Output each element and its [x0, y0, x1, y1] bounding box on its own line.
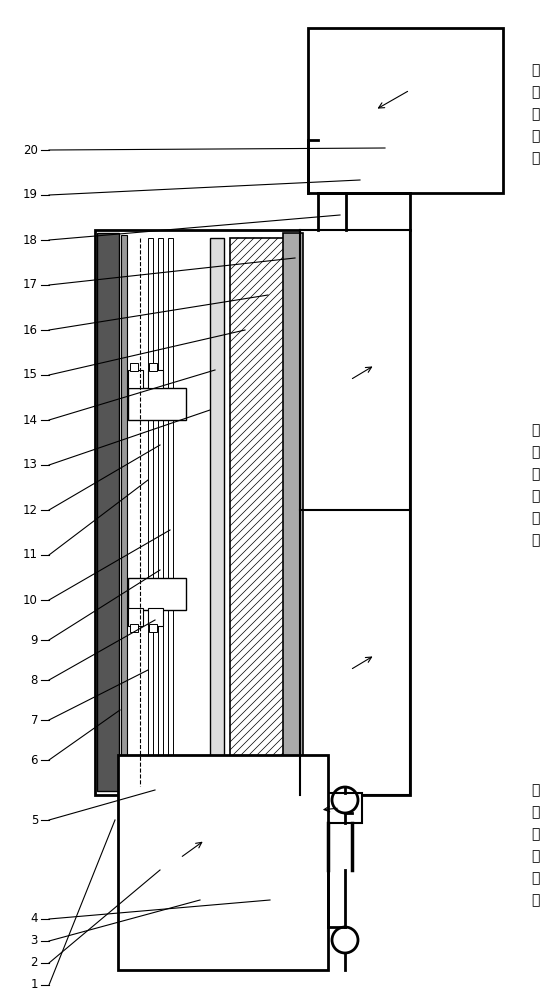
Text: 6: 6 — [31, 754, 38, 766]
Bar — [283, 233, 303, 791]
Text: 系: 系 — [531, 129, 539, 143]
Text: 11: 11 — [23, 548, 38, 562]
Bar — [318, 793, 362, 823]
Bar — [149, 624, 157, 632]
Text: 热: 热 — [531, 445, 539, 459]
Text: 7: 7 — [31, 714, 38, 726]
Text: 8: 8 — [31, 674, 38, 686]
Text: 机: 机 — [531, 511, 539, 525]
Text: 17: 17 — [23, 278, 38, 292]
Bar — [210, 238, 224, 786]
Bar — [230, 238, 285, 786]
Bar — [128, 608, 143, 626]
Bar — [130, 363, 138, 371]
Text: 体: 体 — [531, 489, 539, 503]
Text: 水: 水 — [531, 107, 539, 121]
Bar — [148, 370, 163, 388]
Bar — [308, 28, 503, 193]
Text: 冷: 冷 — [531, 63, 539, 77]
Text: 2: 2 — [31, 956, 38, 970]
Bar — [148, 608, 163, 626]
Text: 感: 感 — [531, 783, 539, 797]
Bar — [148, 238, 153, 786]
Text: 20: 20 — [23, 143, 38, 156]
Bar — [128, 578, 186, 610]
Text: 1: 1 — [31, 978, 38, 992]
Bar — [300, 230, 410, 795]
Text: 10: 10 — [23, 593, 38, 606]
Text: 12: 12 — [23, 504, 38, 516]
Bar — [158, 238, 163, 786]
Text: 统: 统 — [531, 151, 539, 165]
Bar — [130, 624, 138, 632]
Text: 应: 应 — [531, 805, 539, 819]
Text: 电: 电 — [531, 871, 539, 885]
Text: 16: 16 — [23, 324, 38, 336]
Text: 热: 热 — [531, 849, 539, 863]
Text: 14: 14 — [23, 414, 38, 426]
Text: 15: 15 — [23, 368, 38, 381]
Text: 18: 18 — [23, 233, 38, 246]
Text: 3: 3 — [31, 934, 38, 948]
Bar — [168, 238, 173, 786]
Text: 炉: 炉 — [531, 467, 539, 481]
Text: 13: 13 — [23, 458, 38, 472]
Text: 加: 加 — [531, 423, 539, 437]
Text: 加: 加 — [531, 827, 539, 841]
Text: 台: 台 — [531, 533, 539, 547]
Text: 9: 9 — [31, 634, 38, 647]
Bar — [97, 233, 119, 791]
Bar — [121, 235, 127, 789]
Bar — [128, 370, 143, 388]
Bar — [128, 388, 186, 420]
Text: 却: 却 — [531, 85, 539, 99]
Text: 4: 4 — [31, 912, 38, 926]
Bar — [95, 230, 410, 795]
Text: 5: 5 — [31, 814, 38, 826]
Bar — [149, 363, 157, 371]
Text: 19: 19 — [23, 188, 38, 202]
Bar — [118, 755, 328, 970]
Text: 源: 源 — [531, 893, 539, 907]
